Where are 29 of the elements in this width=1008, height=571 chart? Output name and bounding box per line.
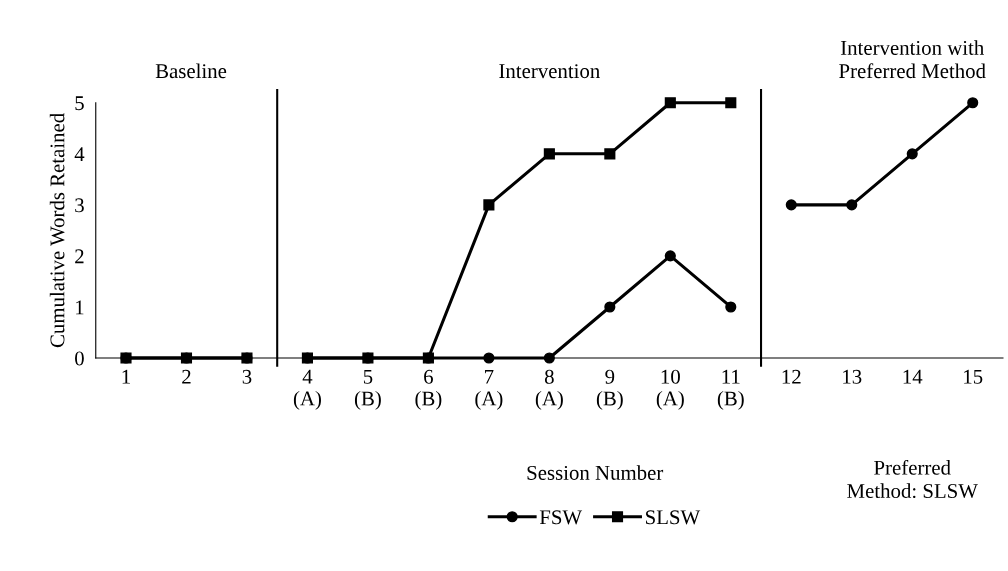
- x-axis-title: Session Number: [527, 465, 664, 480]
- y-tick-label: 2: [75, 249, 84, 264]
- x-tick-label: 4 (A): [293, 369, 321, 410]
- x-tick-label: 11 (B): [717, 369, 744, 410]
- y-tick-label: 3: [75, 198, 84, 213]
- legend-label: SLSW: [646, 510, 701, 525]
- x-tick-label: 10 (A): [656, 369, 684, 410]
- y-tick-label: 1: [76, 300, 84, 315]
- x-tick-label: 3: [242, 369, 252, 384]
- x-tick-label: 14: [903, 369, 923, 384]
- y-axis-title: Cumulative Words Retained: [49, 113, 65, 348]
- x-tick-label: 2: [182, 369, 191, 384]
- text: Intervention with Preferred Method: [839, 40, 986, 79]
- y-tick-label: 5: [75, 96, 84, 111]
- x-tick-label: 8 (A): [535, 369, 563, 410]
- text: Intervention: [499, 64, 600, 79]
- x-tick-label: 15: [964, 369, 983, 384]
- x-tick-label: 12: [782, 369, 801, 384]
- text: Preferred Method: SLSW: [847, 459, 978, 499]
- x-tick-label: 1: [122, 369, 130, 384]
- y-tick-label: 0: [75, 351, 84, 366]
- x-tick-label: 13: [843, 369, 862, 384]
- y-tick-label: 4: [74, 147, 85, 162]
- x-tick-label: 5 (B): [354, 369, 381, 410]
- x-tick-label: 6 (B): [415, 369, 442, 410]
- x-tick-label: 9 (B): [596, 369, 623, 410]
- text: Baseline: [155, 63, 227, 79]
- legend-label: FSW: [539, 510, 583, 525]
- x-tick-label: 7 (A): [475, 369, 503, 410]
